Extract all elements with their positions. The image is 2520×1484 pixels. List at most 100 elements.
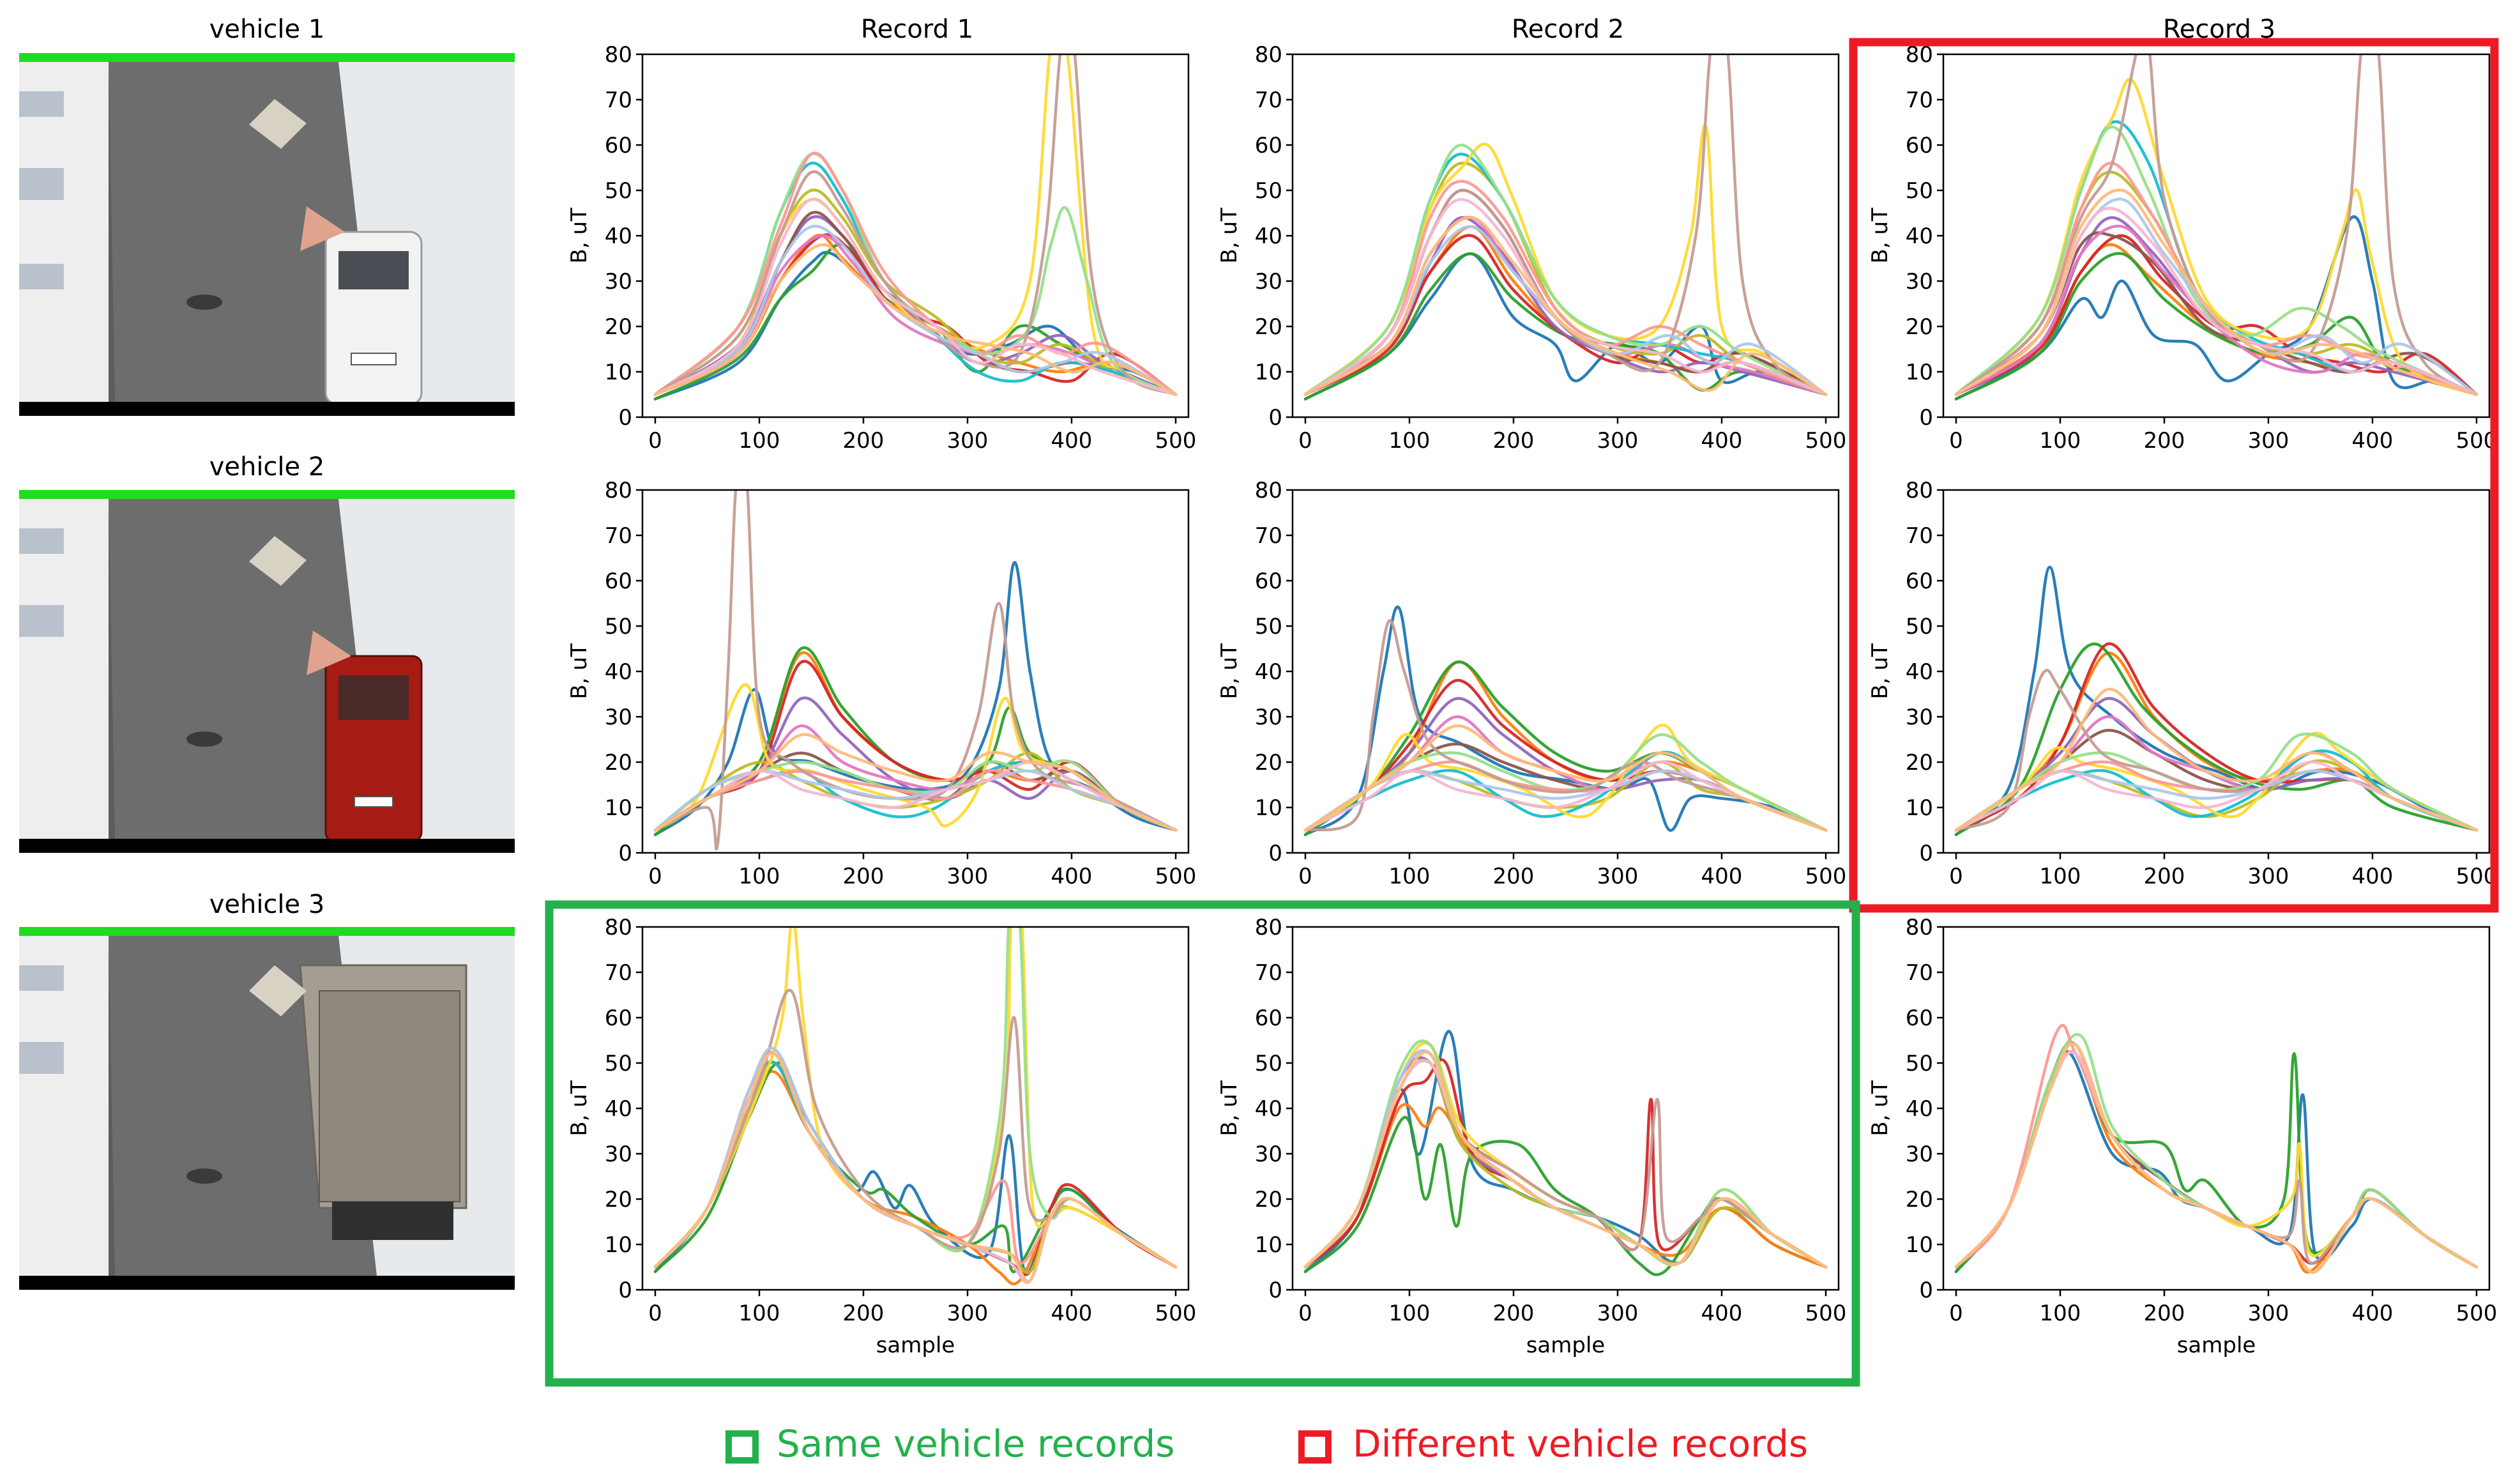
- series-line-s13: [1303, 619, 1828, 832]
- series-line-s16: [653, 1052, 1178, 1283]
- series-group: [1303, 1030, 1828, 1276]
- x-tick-label: 100: [2040, 864, 2081, 889]
- series-line-s13: [653, 54, 1178, 396]
- x-tick-label: 400: [1051, 1301, 1093, 1326]
- y-tick-label: 30: [605, 269, 632, 295]
- x-tick-label: 400: [2352, 1301, 2394, 1326]
- x-tick-label: 200: [1493, 864, 1535, 889]
- x-tick-label: 200: [843, 864, 884, 889]
- y-tick-label: 80: [1906, 915, 1933, 940]
- x-tick-label: 0: [648, 428, 662, 454]
- x-tick-label: 200: [2144, 428, 2185, 454]
- series-group: [1954, 565, 2478, 836]
- y-tick-label: 60: [1906, 133, 1933, 158]
- x-tick-label: 300: [1597, 1301, 1639, 1326]
- y-tick-label: 50: [1906, 614, 1933, 639]
- y-tick-label: 80: [1255, 915, 1282, 940]
- y-tick-label: 70: [1255, 960, 1282, 986]
- x-tick-label: 100: [1389, 864, 1431, 889]
- y-tick-label: 10: [605, 1232, 632, 1258]
- y-tick-label: 50: [1255, 614, 1282, 639]
- x-tick-label: 400: [1701, 1301, 1743, 1326]
- y-axis-label: B, uT: [566, 643, 592, 699]
- y-axis-label: B, uT: [566, 1080, 592, 1136]
- x-tick-label: 200: [2144, 1301, 2185, 1326]
- series-group: [653, 490, 1178, 851]
- series-line-s15: [1303, 760, 1828, 832]
- y-axis-label: B, uT: [1867, 208, 1893, 263]
- series-line-s1: [1954, 215, 2478, 401]
- y-tick-label: 80: [605, 42, 632, 68]
- y-axis-label: B, uT: [1867, 1080, 1893, 1136]
- y-tick-label: 40: [1906, 659, 1933, 685]
- y-tick-label: 10: [1255, 360, 1282, 385]
- y-tick-label: 30: [1255, 1142, 1282, 1167]
- series-line-s16: [1954, 687, 2478, 832]
- y-tick-label: 50: [1906, 178, 1933, 204]
- y-tick-label: 40: [605, 659, 632, 685]
- same-vehicle-box: [545, 900, 1860, 1387]
- y-tick-label: 60: [1906, 1006, 1933, 1031]
- series-line-s16: [653, 733, 1178, 832]
- x-tick-label: 500: [1155, 1301, 1197, 1326]
- x-tick-label: 300: [947, 1301, 989, 1326]
- chart-panel: 0 10 20 30 40 50 60 70 80 0 100 200 300 400 500 B, uT sa…: [1217, 915, 1846, 1358]
- series-line-s10: [1954, 78, 2478, 396]
- y-tick-label: 40: [1906, 1096, 1933, 1122]
- x-tick-label: 500: [1805, 864, 1847, 889]
- different-vehicle-box: [1849, 38, 2499, 913]
- y-axis-label: B, uT: [1217, 643, 1242, 699]
- x-tick-label: 500: [1805, 1301, 1847, 1326]
- chart-panel: 0 10 20 30 40 50 60 70 80 0 100 200 300 400 500 B, uT sa…: [1867, 915, 2497, 1358]
- y-tick-label: 40: [1255, 1096, 1282, 1122]
- x-axis-label: sample: [876, 1333, 955, 1358]
- series-line-s10: [1954, 731, 2478, 832]
- y-tick-label: 40: [1255, 224, 1282, 249]
- series-line-s9: [1954, 749, 2478, 832]
- y-tick-label: 0: [1268, 1278, 1282, 1303]
- series-line-s15: [653, 197, 1178, 396]
- vehicle-photo-3: [19, 927, 515, 1290]
- y-tick-label: 30: [1255, 705, 1282, 730]
- y-tick-label: 50: [1255, 178, 1282, 204]
- x-tick-label: 100: [1389, 428, 1431, 454]
- x-tick-label: 300: [2248, 864, 2289, 889]
- series-group: [1303, 605, 1828, 836]
- plot-area: [642, 927, 1188, 1290]
- y-tick-label: 60: [605, 1006, 632, 1031]
- x-tick-label: 0: [648, 864, 662, 889]
- x-tick-label: 300: [947, 864, 989, 889]
- x-tick-label: 400: [1701, 428, 1743, 454]
- x-tick-label: 0: [1298, 1301, 1312, 1326]
- y-tick-label: 10: [1906, 1232, 1933, 1258]
- y-tick-label: 70: [605, 88, 632, 113]
- series-line-s15: [653, 760, 1178, 832]
- series-group: [1954, 54, 2478, 401]
- vehicle-photo-1: [19, 53, 515, 416]
- vehicle-photo-2: [19, 490, 515, 853]
- y-axis-label: B, uT: [1217, 208, 1242, 263]
- y-tick-label: 20: [1906, 1187, 1933, 1212]
- x-tick-label: 200: [1493, 428, 1535, 454]
- x-tick-label: 400: [2352, 864, 2394, 889]
- x-tick-label: 300: [947, 428, 989, 454]
- y-tick-label: 40: [1255, 659, 1282, 685]
- series-line-s14: [653, 769, 1178, 832]
- x-tick-label: 100: [1389, 1301, 1431, 1326]
- legend-same-label: Same vehicle records: [777, 1422, 1174, 1465]
- y-tick-label: 30: [1255, 269, 1282, 295]
- y-tick-label: 60: [1255, 133, 1282, 158]
- y-tick-label: 10: [1906, 795, 1933, 821]
- y-tick-label: 70: [1906, 88, 1933, 113]
- y-tick-label: 80: [1906, 478, 1933, 503]
- x-tick-label: 0: [648, 1301, 662, 1326]
- y-tick-label: 0: [618, 405, 632, 431]
- series-line-s1: [653, 561, 1178, 836]
- y-tick-label: 80: [1255, 478, 1282, 503]
- y-tick-label: 80: [1255, 42, 1282, 68]
- y-tick-label: 60: [605, 569, 632, 594]
- y-tick-label: 40: [1906, 224, 1933, 249]
